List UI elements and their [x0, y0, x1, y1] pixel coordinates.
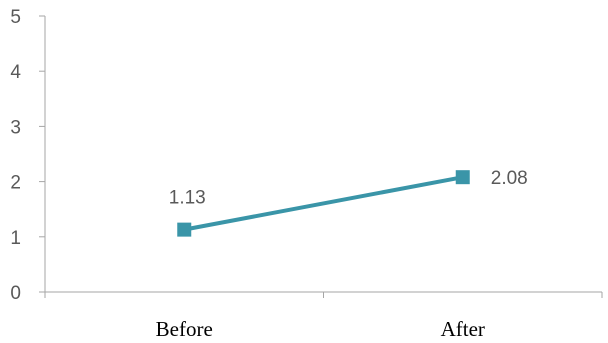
- y-tick-label: 4: [10, 62, 21, 83]
- x-tick-label: Before: [156, 317, 213, 341]
- y-tick-label: 1: [10, 228, 21, 249]
- y-tick-label: 0: [10, 283, 21, 304]
- y-tick-label: 3: [10, 117, 21, 138]
- series-line: [182, 175, 465, 232]
- y-tick-label: 2: [10, 173, 21, 194]
- data-label: 1.13: [169, 188, 206, 209]
- x-tick-label: After: [441, 317, 485, 341]
- data-label: 2.08: [491, 168, 528, 189]
- y-tick-label: 5: [10, 7, 21, 28]
- data-point-marker: [455, 170, 470, 185]
- data-point-marker: [177, 222, 192, 237]
